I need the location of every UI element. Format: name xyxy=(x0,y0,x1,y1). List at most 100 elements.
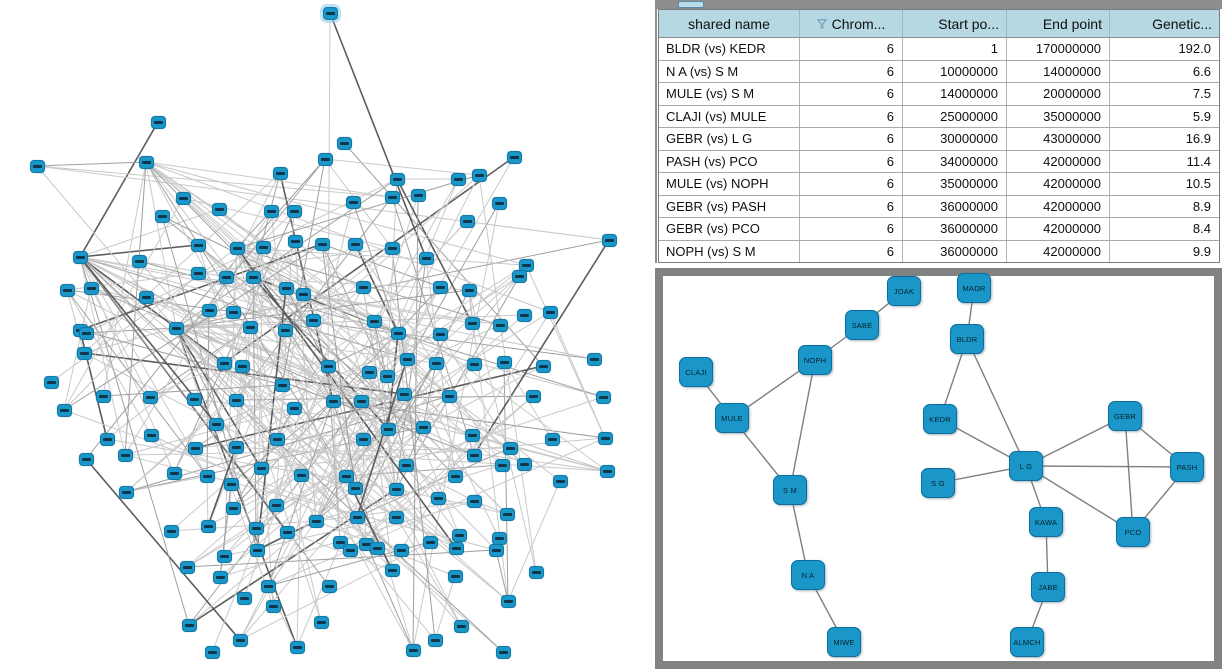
network-node[interactable] xyxy=(385,242,400,255)
network-node[interactable] xyxy=(350,511,365,524)
network-node[interactable] xyxy=(465,429,480,442)
network-node[interactable] xyxy=(406,644,421,657)
network-node[interactable] xyxy=(503,442,518,455)
network-node[interactable] xyxy=(433,281,448,294)
network-node[interactable] xyxy=(529,566,544,579)
network-node[interactable] xyxy=(602,234,617,247)
network-node[interactable] xyxy=(275,379,290,392)
network-node[interactable] xyxy=(596,391,611,404)
network-node-bldr[interactable]: BLDR xyxy=(950,324,984,354)
network-node[interactable] xyxy=(433,328,448,341)
network-node[interactable] xyxy=(84,282,99,295)
network-node[interactable] xyxy=(235,360,250,373)
network-node[interactable] xyxy=(496,646,511,659)
funnel-filter-icon[interactable] xyxy=(816,18,827,29)
network-node[interactable] xyxy=(180,561,195,574)
network-node[interactable] xyxy=(287,402,302,415)
network-node[interactable] xyxy=(326,395,341,408)
network-node[interactable] xyxy=(73,251,88,264)
network-node[interactable] xyxy=(467,495,482,508)
network-node[interactable] xyxy=(356,281,371,294)
network-node[interactable] xyxy=(79,327,94,340)
network-node[interactable] xyxy=(381,423,396,436)
network-node[interactable] xyxy=(30,160,45,173)
network-node[interactable] xyxy=(343,544,358,557)
network-node[interactable] xyxy=(507,151,522,164)
network-node[interactable] xyxy=(600,465,615,478)
network-node[interactable] xyxy=(318,153,333,166)
network-node[interactable] xyxy=(212,203,227,216)
network-node[interactable] xyxy=(249,522,264,535)
network-node[interactable] xyxy=(389,483,404,496)
network-node[interactable] xyxy=(187,393,202,406)
network-node[interactable] xyxy=(321,360,336,373)
network-node[interactable] xyxy=(224,478,239,491)
table-row[interactable]: GEBR (vs) PASH 6 36000000 42000000 8.9 xyxy=(659,195,1219,218)
network-node-mule[interactable]: MULE xyxy=(715,403,749,433)
network-node[interactable] xyxy=(287,205,302,218)
network-node[interactable] xyxy=(144,429,159,442)
network-node[interactable] xyxy=(213,571,228,584)
network-node[interactable] xyxy=(261,580,276,593)
network-node[interactable] xyxy=(205,646,220,659)
network-node[interactable] xyxy=(233,634,248,647)
network-node[interactable] xyxy=(77,347,92,360)
table-row[interactable]: MULE (vs) NOPH 6 35000000 42000000 10.5 xyxy=(659,173,1219,196)
network-node[interactable] xyxy=(517,458,532,471)
network-node[interactable] xyxy=(467,449,482,462)
network-node[interactable] xyxy=(356,433,371,446)
network-node[interactable] xyxy=(428,634,443,647)
table-row[interactable]: CLAJI (vs) MULE 6 25000000 35000000 5.9 xyxy=(659,105,1219,128)
network-node[interactable] xyxy=(217,357,232,370)
network-node[interactable] xyxy=(229,394,244,407)
network-node[interactable] xyxy=(394,544,409,557)
network-node-joak[interactable]: JOAK xyxy=(887,276,921,306)
network-node[interactable] xyxy=(390,173,405,186)
network-node[interactable] xyxy=(118,449,133,462)
network-node[interactable] xyxy=(419,252,434,265)
network-node[interactable] xyxy=(492,532,507,545)
network-node[interactable] xyxy=(385,564,400,577)
network-node-kedr[interactable]: KEDR xyxy=(923,404,957,434)
network-node[interactable] xyxy=(399,459,414,472)
table-row[interactable]: MULE (vs) S M 6 14000000 20000000 7.5 xyxy=(659,83,1219,106)
network-node[interactable] xyxy=(132,255,147,268)
network-node[interactable] xyxy=(545,433,560,446)
column-header-start-position[interactable]: Start po... xyxy=(903,10,1007,37)
network-node[interactable] xyxy=(139,291,154,304)
network-node[interactable] xyxy=(273,167,288,180)
network-node[interactable] xyxy=(452,529,467,542)
network-node[interactable] xyxy=(339,470,354,483)
table-row[interactable]: NOPH (vs) S M 6 36000000 42000000 9.9 xyxy=(659,240,1219,262)
network-node[interactable] xyxy=(460,215,475,228)
network-node[interactable] xyxy=(448,570,463,583)
network-node[interactable] xyxy=(322,580,337,593)
network-node[interactable] xyxy=(288,235,303,248)
network-node-pash[interactable]: PASH xyxy=(1170,452,1204,482)
network-node[interactable] xyxy=(151,116,166,129)
network-node-sg[interactable]: S G xyxy=(921,468,955,498)
network-node[interactable] xyxy=(526,390,541,403)
network-node[interactable] xyxy=(314,616,329,629)
network-node-miwe[interactable]: MIWE xyxy=(827,627,861,657)
network-node[interactable] xyxy=(517,309,532,322)
network-node[interactable] xyxy=(237,592,252,605)
network-node[interactable] xyxy=(454,620,469,633)
network-node[interactable] xyxy=(219,271,234,284)
network-node[interactable] xyxy=(201,520,216,533)
network-node[interactable] xyxy=(489,544,504,557)
network-node[interactable] xyxy=(495,459,510,472)
network-node-sm[interactable]: S M xyxy=(773,475,807,505)
network-node[interactable] xyxy=(217,550,232,563)
network-node[interactable] xyxy=(182,619,197,632)
network-node[interactable] xyxy=(100,433,115,446)
network-node[interactable] xyxy=(431,492,446,505)
table-row[interactable]: GEBR (vs) PCO 6 36000000 42000000 8.4 xyxy=(659,218,1219,241)
network-node[interactable] xyxy=(264,205,279,218)
network-node[interactable] xyxy=(391,327,406,340)
network-node[interactable] xyxy=(536,360,551,373)
network-node[interactable] xyxy=(188,442,203,455)
network-node[interactable] xyxy=(278,324,293,337)
network-node[interactable] xyxy=(79,453,94,466)
network-node-sabe[interactable]: SABE xyxy=(845,310,879,340)
